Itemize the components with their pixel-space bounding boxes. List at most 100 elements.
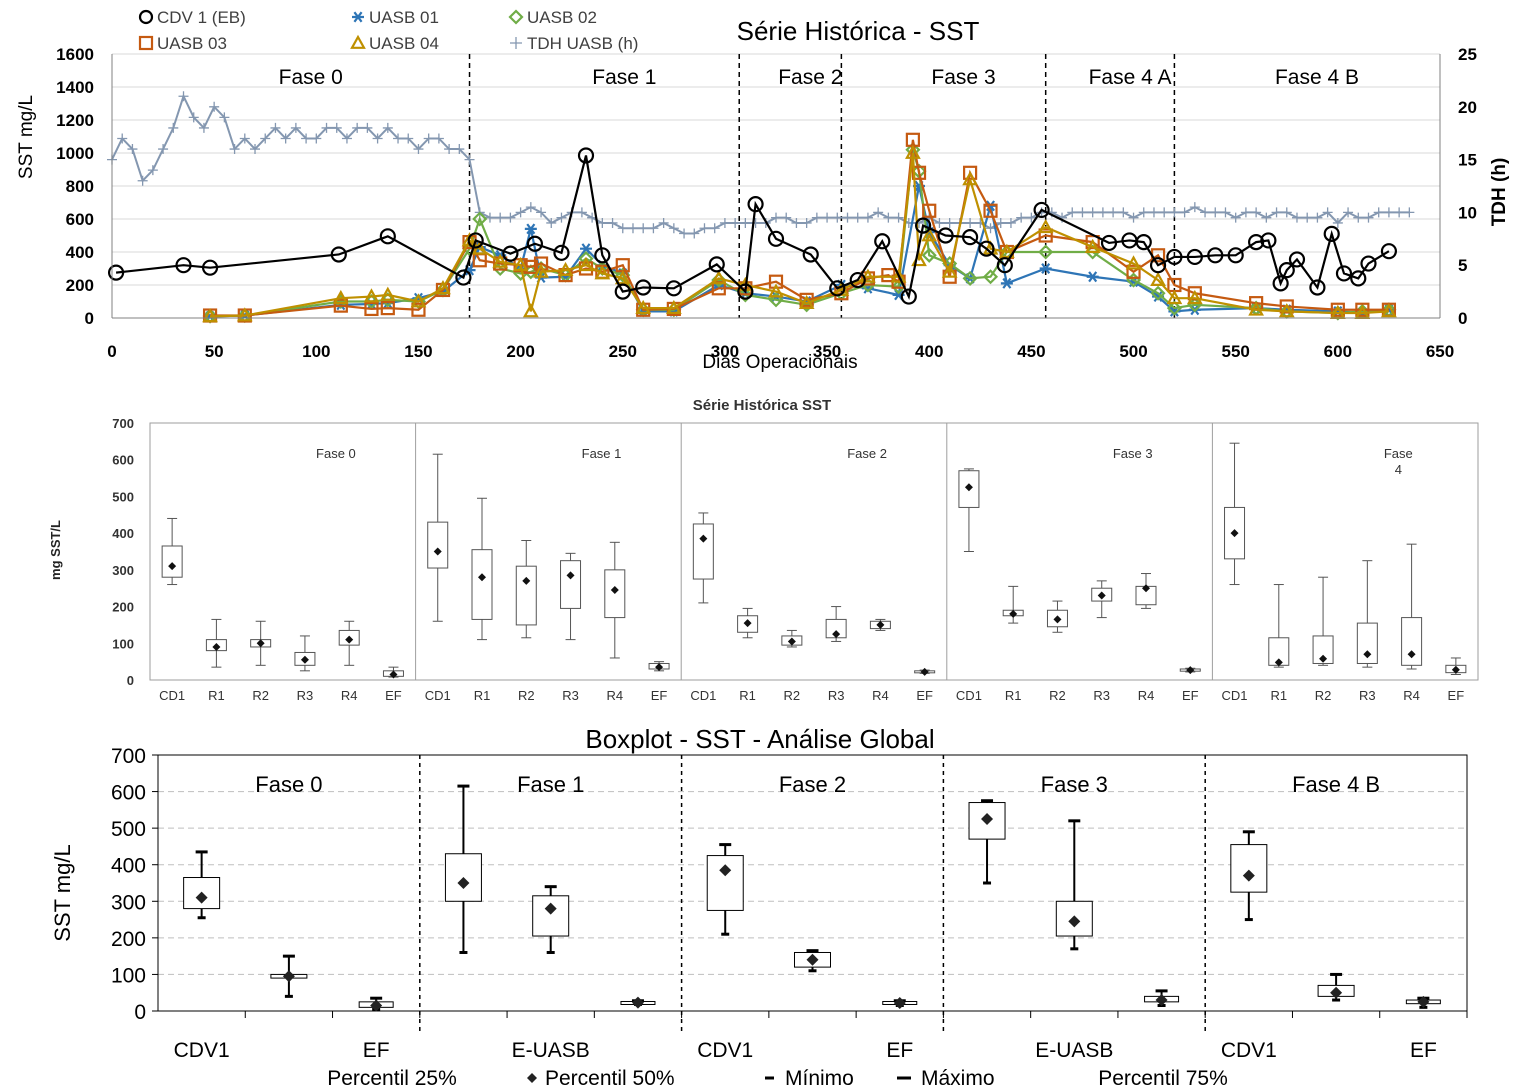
data-point [1302, 212, 1313, 223]
data-point [435, 280, 451, 295]
data-point [1033, 201, 1050, 219]
data-point [978, 240, 995, 257]
data-point [1291, 212, 1302, 223]
data-point [202, 308, 218, 323]
data-point [577, 147, 595, 164]
data-point [679, 228, 690, 239]
data-point [1330, 305, 1346, 321]
data-point [464, 154, 475, 165]
data-point [522, 303, 539, 318]
y-tick-label: 1400 [56, 78, 94, 97]
data-point [941, 263, 958, 278]
data-point [1210, 207, 1221, 218]
data-point [332, 289, 349, 305]
chart1-y2label: TDH (h) [1489, 158, 1510, 227]
data-point [138, 35, 154, 51]
data-point [922, 203, 937, 218]
phase-label: Fase 3 [931, 66, 995, 89]
data-point [874, 233, 891, 250]
y2-tick-label: 5 [1458, 256, 1467, 275]
data-point [921, 247, 937, 263]
legend-label: TDH UASB (h) [527, 34, 638, 53]
data-point [321, 122, 332, 133]
data-point [1288, 251, 1306, 268]
y2-tick-label: 20 [1458, 98, 1477, 117]
data-point [524, 223, 537, 235]
data-point [658, 217, 669, 228]
phase-label: Fase 2 [778, 66, 842, 89]
data-point [983, 203, 998, 218]
y-tick-label: 1600 [56, 45, 94, 64]
data-point [410, 293, 427, 308]
data-point [965, 217, 976, 228]
data-point [454, 144, 465, 155]
data-point [852, 212, 863, 223]
data-point [873, 207, 884, 218]
chart1-ylabel: SST mg/L [16, 95, 37, 179]
data-point [175, 257, 192, 274]
data-point [737, 283, 754, 300]
data-point [849, 271, 866, 289]
data-point [546, 217, 557, 228]
x-tick-label: 50 [205, 342, 224, 361]
data-point [147, 165, 158, 176]
data-point [472, 211, 488, 227]
y-tick-label: 0 [85, 309, 94, 328]
data-point [1381, 303, 1397, 318]
data-point [362, 122, 373, 133]
data-point [771, 212, 781, 223]
data-point [1179, 207, 1190, 218]
data-point [1323, 225, 1340, 242]
data-point [510, 37, 522, 49]
data-point [198, 122, 209, 133]
data-point [1159, 207, 1170, 218]
data-point [158, 144, 169, 155]
data-point [798, 294, 815, 310]
x-tick-label: 500 [1119, 342, 1147, 361]
data-point [1373, 207, 1384, 218]
data-point [962, 270, 978, 286]
data-point [767, 230, 785, 247]
data-point [719, 217, 730, 228]
data-point [127, 144, 138, 155]
data-point [484, 212, 495, 223]
data-point [556, 212, 567, 223]
data-point [1126, 264, 1141, 279]
data-point [1125, 255, 1142, 270]
data-point [781, 212, 792, 223]
data-point [768, 292, 784, 308]
data-point [737, 287, 753, 303]
data-point [1335, 265, 1353, 282]
data-point [862, 212, 873, 223]
data-point [911, 163, 927, 179]
data-point [1037, 218, 1054, 234]
data-point [944, 217, 955, 228]
y2-tick-label: 15 [1458, 151, 1477, 170]
data-point [730, 217, 741, 228]
data-point [1240, 207, 1251, 218]
data-point [270, 122, 281, 133]
data-point [553, 244, 570, 261]
data-point [1355, 302, 1370, 317]
data-point [617, 223, 628, 234]
data-point [250, 144, 261, 155]
data-point [379, 228, 396, 245]
x-tick-label: 150 [404, 342, 432, 361]
y-tick-label: 1000 [56, 144, 94, 163]
data-point [1128, 212, 1139, 223]
data-point [413, 144, 424, 155]
x-tick-label: 450 [1017, 342, 1045, 361]
data-point [1186, 248, 1203, 266]
data-point [533, 263, 549, 278]
phase-label: Fase 4 A [1089, 66, 1172, 89]
data-point [1135, 234, 1152, 251]
x-tick-label: 200 [506, 342, 534, 361]
data-point [689, 228, 700, 239]
data-point [236, 307, 253, 322]
data-point [403, 133, 414, 144]
data-point [352, 122, 363, 133]
data-point [811, 212, 822, 223]
data-point [1332, 217, 1343, 228]
x-tick-label: 300 [711, 342, 739, 361]
